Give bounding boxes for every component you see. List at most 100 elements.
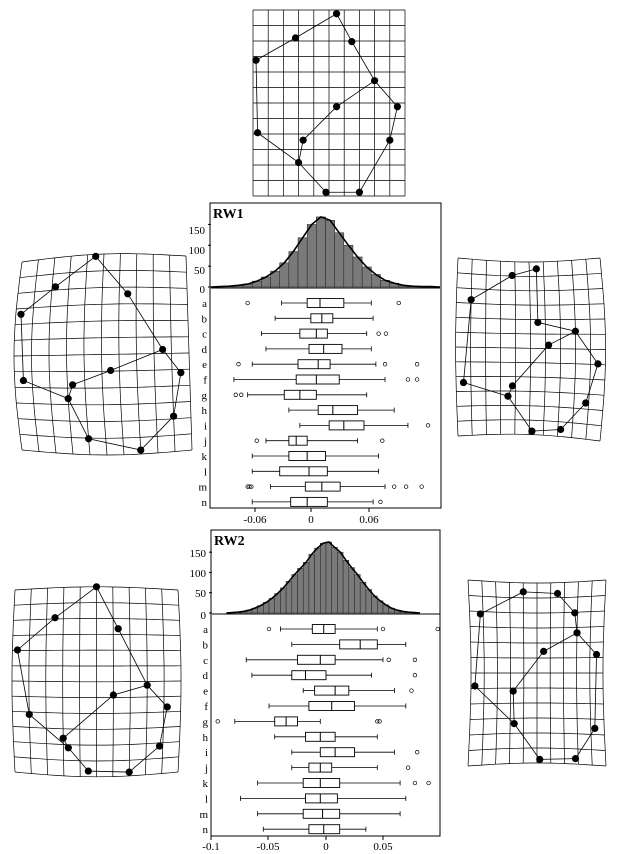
grid-line: [468, 747, 606, 751]
landmark-link: [62, 694, 114, 739]
rw2-category-label: a: [203, 624, 208, 636]
rw1-category-label: k: [202, 451, 208, 463]
landmark-link: [512, 344, 549, 387]
rw1-y-tick-label: 50: [194, 265, 206, 277]
grid-line: [13, 618, 180, 621]
rw1-box: [328, 420, 365, 431]
grid-line: [14, 368, 190, 373]
grid-line: [457, 419, 602, 427]
rw1-box: [297, 359, 331, 370]
landmark-point: [163, 703, 171, 711]
landmark-link: [95, 256, 129, 295]
landmark-point: [348, 38, 356, 46]
landmark-point: [109, 691, 117, 699]
landmark-link: [576, 632, 597, 655]
grid-line: [468, 595, 606, 599]
grid-line: [456, 302, 605, 306]
rw2-outlier: [380, 626, 386, 632]
rw2-outlier: [409, 688, 414, 693]
rw1-histogram-bar: [288, 251, 299, 288]
rw1-box: [288, 435, 308, 446]
rw2-histogram-bar: [331, 547, 338, 614]
landmark-point: [476, 610, 484, 618]
landmark-point: [25, 710, 33, 719]
rw1-x-tick-label: 0.06: [359, 514, 379, 526]
landmark-point: [355, 188, 363, 196]
landmark-point: [143, 681, 151, 689]
grid-line: [469, 610, 605, 614]
rw1-y-tick-label: 100: [189, 245, 206, 257]
rw2-histogram-bar: [297, 568, 304, 614]
panel-rw1-title: RW1: [213, 207, 244, 222]
landmark-link: [389, 106, 398, 141]
landmark-point: [322, 188, 330, 196]
landmark-link: [20, 314, 24, 381]
landmark-link: [295, 13, 337, 39]
grid-line: [12, 633, 181, 636]
landmark-link: [470, 275, 513, 301]
landmark-link: [173, 372, 182, 417]
landmark-point: [553, 589, 562, 598]
landmark-link: [29, 714, 69, 749]
rw2-x-tick-label: -0.1: [202, 841, 219, 853]
rw1-category-label: j: [203, 436, 207, 448]
landmark-link: [54, 586, 97, 619]
rw1-outlier: [414, 377, 420, 382]
grid-line: [14, 756, 179, 762]
landmark-point: [471, 682, 479, 690]
rw2-x-tick-label: 0: [323, 841, 329, 853]
rw1-category-label: d: [202, 344, 208, 356]
rw1-outlier: [254, 438, 259, 443]
rw1-outlier: [382, 362, 388, 367]
landmark-link: [548, 330, 576, 346]
rw2-box: [305, 793, 338, 804]
rw1-histogram-bar: [297, 237, 308, 288]
landmark-point: [509, 687, 517, 695]
rw2-outlier: [415, 750, 420, 755]
deformation-grid-rw1-negative: [13, 252, 193, 456]
landmark-point: [532, 265, 540, 273]
rw1-histogram-bar: [334, 232, 345, 288]
landmark-link: [127, 293, 163, 350]
landmark-link: [557, 593, 576, 614]
landmark-link: [512, 691, 515, 724]
rw2-box: [314, 685, 350, 696]
grid-line: [21, 449, 193, 456]
rw1-density-curve: [210, 215, 441, 288]
grid-line: [14, 336, 189, 341]
rw1-histogram-bar: [316, 216, 326, 288]
landmark-link: [88, 770, 130, 773]
landmark-link: [374, 80, 398, 107]
rw2-histogram-bar: [325, 541, 332, 614]
landmark-point: [159, 345, 167, 354]
rw1-outlier: [396, 300, 401, 306]
grid-line: [470, 626, 604, 629]
rw1-box: [299, 328, 328, 339]
landmark-link: [474, 685, 515, 724]
deformation-grid-rw2-negative: [11, 583, 182, 778]
landmark-point: [19, 376, 28, 385]
rw1-outlier: [233, 392, 238, 397]
landmark-point: [64, 744, 72, 752]
landmark-link: [585, 363, 599, 404]
landmark-link: [20, 286, 56, 315]
landmark-point: [571, 609, 579, 617]
rw1-y-tick-label: 150: [189, 225, 206, 237]
grid-line: [12, 649, 181, 652]
grid-line: [470, 717, 604, 720]
rw1-category-label: b: [202, 313, 208, 325]
rw1-histogram-y-ticks: 150 100 50 0: [189, 225, 206, 296]
landmark-link: [594, 654, 597, 729]
rw1-outlier: [378, 499, 383, 505]
landmark-link: [117, 628, 148, 686]
rw2-histogram-bar: [314, 547, 321, 614]
rw1-outlier: [245, 300, 250, 306]
panel-rw1-frame: [209, 202, 442, 509]
grid-line: [19, 433, 192, 439]
rw2-histogram-bar: [337, 551, 344, 614]
rw1-category-label: e: [202, 359, 207, 371]
landmark-point: [177, 369, 185, 377]
landmark-point: [333, 103, 341, 111]
